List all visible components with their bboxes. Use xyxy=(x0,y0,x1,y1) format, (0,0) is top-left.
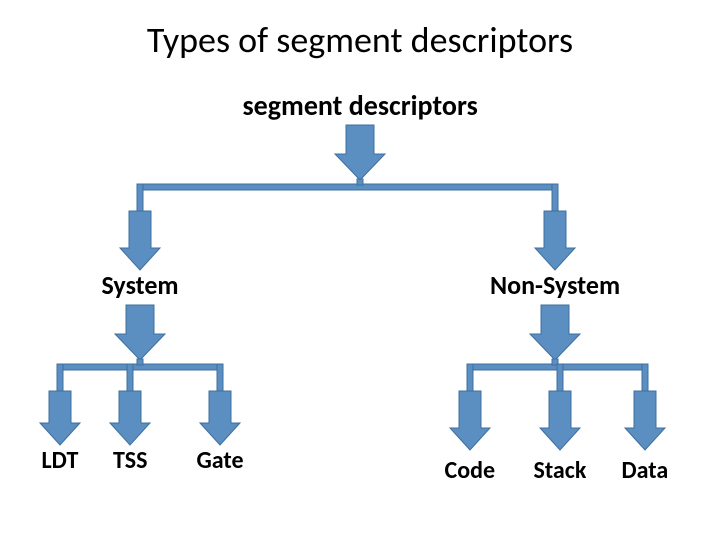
drop-tss xyxy=(127,364,133,392)
arrow-to-gate xyxy=(200,391,240,445)
arrow-to-ldt xyxy=(40,391,80,445)
arrow-to-tss xyxy=(110,391,150,445)
node-root: segment descriptors xyxy=(243,88,478,123)
split-connector-system xyxy=(137,359,143,365)
split-bar-nonsystem xyxy=(467,364,648,370)
arrow-system-down xyxy=(115,305,165,360)
diagram-stage: Types of segment descriptors segment des… xyxy=(0,0,720,540)
page-title: Types of segment descriptors xyxy=(0,18,720,62)
drop-data xyxy=(642,364,648,392)
drop-stack xyxy=(557,364,563,392)
split-bar-root xyxy=(137,184,558,190)
arrow-to-data xyxy=(625,391,665,450)
node-data: Data xyxy=(622,456,669,485)
arrow-to-nonsystem xyxy=(535,211,575,270)
node-code: Code xyxy=(445,456,496,485)
arrow-nonsystem-down xyxy=(530,305,580,360)
node-ldt: LDT xyxy=(42,446,79,475)
node-system: System xyxy=(102,269,179,301)
node-gate: Gate xyxy=(197,446,244,475)
node-stack: Stack xyxy=(534,456,587,485)
arrow-to-code xyxy=(450,391,490,450)
split-bar-system xyxy=(57,364,223,370)
split-connector-root xyxy=(357,179,363,185)
drop-nonsystem xyxy=(552,184,558,212)
arrow-root-down xyxy=(335,125,385,180)
drop-ldt xyxy=(57,364,63,392)
split-connector-nonsystem xyxy=(552,359,558,365)
drop-code xyxy=(467,364,473,392)
node-nonsystem: Non-System xyxy=(490,269,620,301)
drop-system xyxy=(137,184,143,212)
drop-gate xyxy=(217,364,223,392)
arrow-to-system xyxy=(120,211,160,270)
node-tss: TSS xyxy=(113,446,147,475)
arrow-to-stack xyxy=(540,391,580,450)
